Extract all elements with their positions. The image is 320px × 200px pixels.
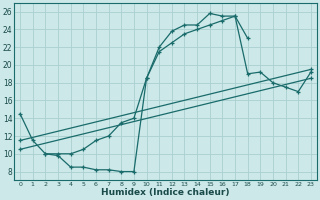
X-axis label: Humidex (Indice chaleur): Humidex (Indice chaleur)	[101, 188, 230, 197]
